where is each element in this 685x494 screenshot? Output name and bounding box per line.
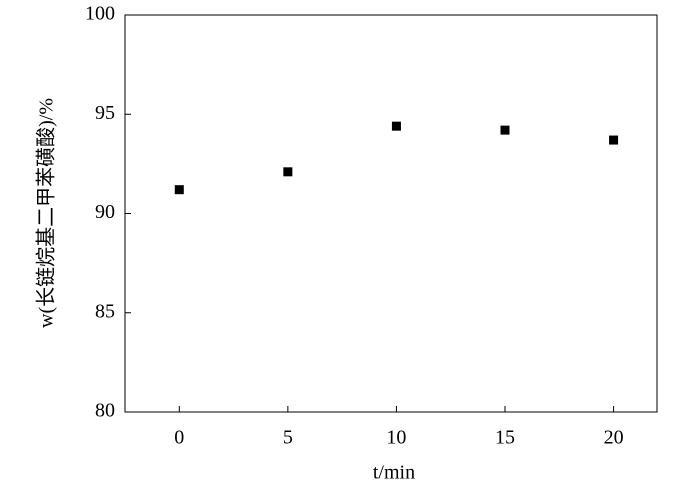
y-tick-label: 85 bbox=[95, 300, 115, 322]
point bbox=[500, 125, 510, 135]
y-tick-label: 95 bbox=[95, 102, 115, 124]
point bbox=[283, 167, 293, 177]
x-axis-label: t/min bbox=[373, 462, 415, 484]
plot-frame bbox=[124, 14, 658, 413]
y-tick-label: 100 bbox=[85, 3, 115, 25]
x-tick-label: 20 bbox=[604, 427, 624, 449]
x-tick-label: 10 bbox=[386, 427, 406, 449]
y-tick-label: 90 bbox=[95, 201, 115, 223]
x-tick-label: 0 bbox=[174, 427, 184, 449]
point bbox=[174, 185, 184, 195]
x-tick-label: 15 bbox=[495, 427, 515, 449]
point bbox=[609, 135, 619, 145]
y-axis-label: w(长链烷基二甲苯磺酸)/% bbox=[35, 98, 58, 328]
point bbox=[391, 121, 401, 131]
x-tick-label: 5 bbox=[283, 427, 293, 449]
y-tick-label: 80 bbox=[95, 400, 115, 422]
